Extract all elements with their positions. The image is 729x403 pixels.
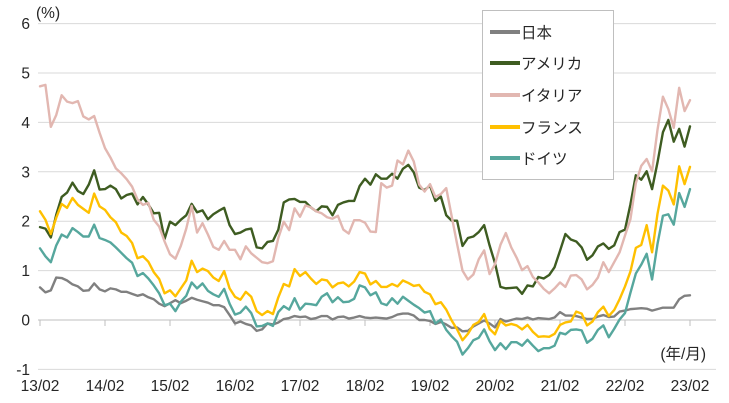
x-tick-label: 15/02 bbox=[151, 378, 190, 395]
x-tick-label: 20/02 bbox=[476, 378, 515, 395]
series-line-italy bbox=[38, 83, 692, 295]
legend-label-italy: イタリア bbox=[521, 87, 583, 105]
y-tick-label: 3 bbox=[21, 164, 30, 181]
legend-swatch-germany bbox=[490, 156, 520, 161]
series-line-japan bbox=[38, 276, 692, 333]
x-tick-label: 21/02 bbox=[541, 378, 580, 395]
series-line-germany bbox=[38, 187, 692, 356]
legend-swatch-france bbox=[490, 124, 520, 129]
x-tick-label: 14/02 bbox=[86, 378, 125, 395]
legend-item-usa: アメリカ bbox=[490, 52, 613, 74]
legend: 日本アメリカイタリアフランスドイツ bbox=[482, 10, 614, 180]
x-tick-label: 19/02 bbox=[411, 378, 450, 395]
legend-label-japan: 日本 bbox=[521, 24, 553, 42]
y-tick-label: 4 bbox=[21, 115, 30, 132]
x-tick-label: 22/02 bbox=[606, 378, 645, 395]
x-tick-label: 17/02 bbox=[281, 378, 320, 395]
legend-label-germany: ドイツ bbox=[521, 151, 568, 169]
legend-item-germany: ドイツ bbox=[490, 147, 613, 169]
legend-swatch-italy bbox=[490, 92, 520, 97]
x-tick-label: 16/02 bbox=[216, 378, 255, 395]
legend-swatch-japan bbox=[490, 29, 520, 34]
y-tick-label: 5 bbox=[21, 66, 30, 83]
x-tick-label: 18/02 bbox=[346, 378, 385, 395]
legend-swatch-usa bbox=[490, 61, 520, 66]
y-tick-label: 1 bbox=[21, 263, 30, 280]
y-tick-label: -1 bbox=[16, 362, 30, 379]
legend-item-japan: 日本 bbox=[490, 21, 613, 43]
x-axis-unit-label: (年/月) bbox=[660, 346, 706, 363]
y-axis-unit-label: (%) bbox=[36, 5, 61, 22]
y-tick-label: 0 bbox=[21, 313, 30, 330]
x-tick-label: 23/02 bbox=[671, 378, 710, 395]
legend-label-france: フランス bbox=[521, 119, 583, 137]
y-tick-label: 6 bbox=[21, 16, 30, 33]
legend-item-italy: イタリア bbox=[490, 84, 613, 106]
legend-item-france: フランス bbox=[490, 116, 613, 138]
series-line-france bbox=[38, 165, 692, 342]
legend-label-usa: アメリカ bbox=[521, 56, 583, 74]
x-tick-label: 13/02 bbox=[21, 378, 60, 395]
y-tick-label: 2 bbox=[21, 214, 30, 231]
